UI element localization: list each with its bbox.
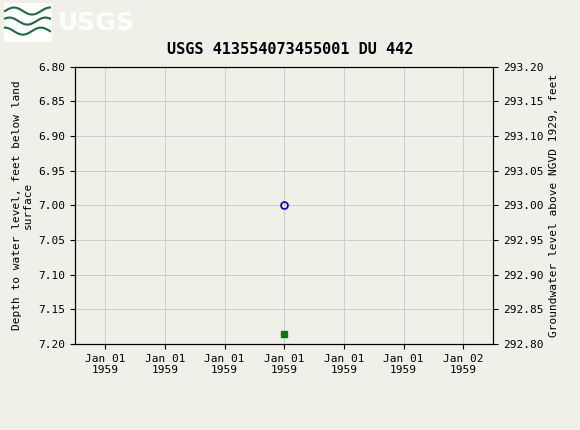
FancyBboxPatch shape	[4, 3, 52, 42]
Y-axis label: Groundwater level above NGVD 1929, feet: Groundwater level above NGVD 1929, feet	[549, 74, 559, 337]
Text: USGS 413554073455001 DU 442: USGS 413554073455001 DU 442	[167, 42, 413, 57]
Y-axis label: Depth to water level, feet below land
surface: Depth to water level, feet below land su…	[12, 80, 33, 330]
Text: USGS: USGS	[58, 11, 135, 35]
